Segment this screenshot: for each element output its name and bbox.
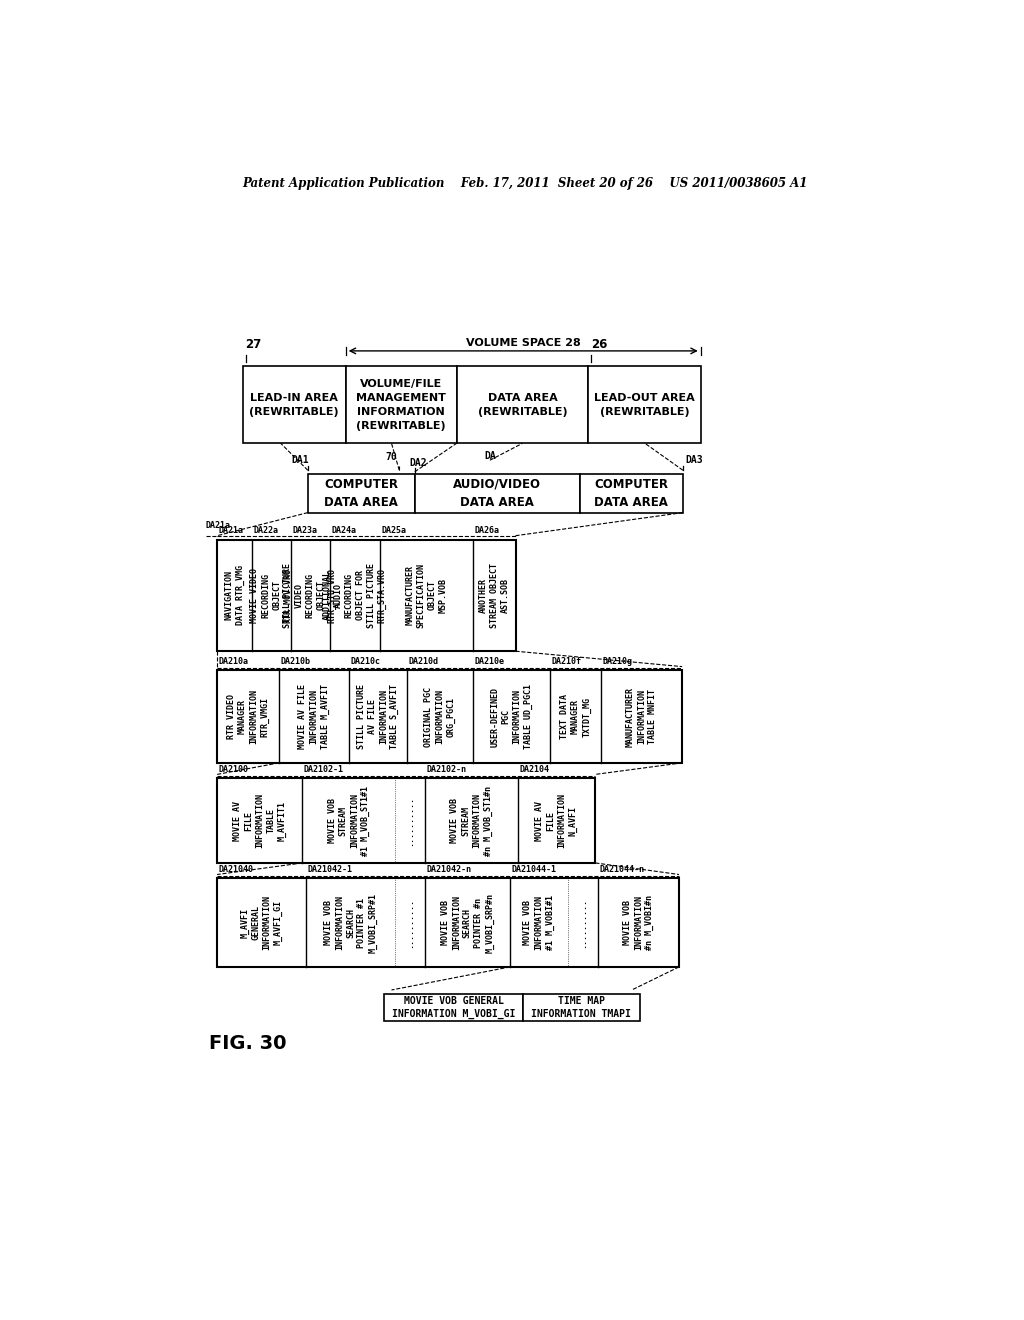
Text: AUDIO/VIDEO
DATA AREA: AUDIO/VIDEO DATA AREA <box>454 478 542 508</box>
Text: LEAD-IN AREA
(REWRITABLE): LEAD-IN AREA (REWRITABLE) <box>250 393 339 417</box>
Bar <box>217 540 515 651</box>
Text: ORIGINAL PGC
INFORMATION
ORG_PGC1: ORIGINAL PGC INFORMATION ORG_PGC1 <box>424 686 456 747</box>
Text: DA210a: DA210a <box>219 657 249 665</box>
Text: DA2104: DA2104 <box>519 764 549 774</box>
Bar <box>457 367 589 444</box>
Text: ..........: .......... <box>406 898 415 948</box>
Text: NAVIGATION
DATA RTR_VMG: NAVIGATION DATA RTR_VMG <box>224 565 245 626</box>
Bar <box>523 994 640 1020</box>
Text: DA21044-n: DA21044-n <box>599 865 644 874</box>
Text: DA21042-1: DA21042-1 <box>308 865 353 874</box>
Text: 70: 70 <box>386 453 397 462</box>
Text: MOVIE VIDEO
RECORDING
OBJECT
RTR_MOV.VRO: MOVIE VIDEO RECORDING OBJECT RTR_MOV.VRO <box>250 568 293 623</box>
Text: LEAD-OUT AREA
(REWRITABLE): LEAD-OUT AREA (REWRITABLE) <box>594 393 695 417</box>
Bar <box>580 474 683 512</box>
Bar <box>346 367 457 444</box>
Text: MOVIE VOB
INFORMATION
SEARCH
POINTER #n
M_VOBI_SRP#n: MOVIE VOB INFORMATION SEARCH POINTER #n … <box>440 892 495 953</box>
Text: DA1: DA1 <box>291 455 309 465</box>
Bar <box>589 367 700 444</box>
Text: DA210e: DA210e <box>474 657 505 665</box>
Text: DA26a: DA26a <box>474 525 500 535</box>
Text: 27: 27 <box>246 338 262 351</box>
Text: ADDITIONAL
AUDIO
RECORDING
OBJECT FOR
STILL PICTURE
RTR_STA.VRO: ADDITIONAL AUDIO RECORDING OBJECT FOR ST… <box>323 562 387 628</box>
Text: DA21042-n: DA21042-n <box>426 865 471 874</box>
Text: DA25a: DA25a <box>381 525 407 535</box>
Text: DA24a: DA24a <box>331 525 356 535</box>
Text: DATA AREA
(REWRITABLE): DATA AREA (REWRITABLE) <box>477 393 567 417</box>
Text: MOVIE AV
FILE
INFORMATION
N_AVFI: MOVIE AV FILE INFORMATION N_AVFI <box>536 793 578 849</box>
Text: COMPUTER
DATA AREA: COMPUTER DATA AREA <box>594 478 669 508</box>
Bar <box>217 779 595 863</box>
Text: MOVIE VOB
STREAM
INFORMATION
#n M_VOB_ST1#n: MOVIE VOB STREAM INFORMATION #n M_VOB_ST… <box>451 785 493 855</box>
Text: USER-DEFINED
PGC
INFORMATION
TABLE UD_PGC1: USER-DEFINED PGC INFORMATION TABLE UD_PG… <box>490 684 532 750</box>
Text: 26: 26 <box>591 338 607 351</box>
Text: DA210f: DA210f <box>552 657 582 665</box>
Text: RTR VIDEO
MANAGER
INFORMATION
RTR_VMGI: RTR VIDEO MANAGER INFORMATION RTR_VMGI <box>227 689 269 744</box>
Bar <box>217 671 682 763</box>
Text: DA210g: DA210g <box>602 657 632 665</box>
Bar <box>217 878 679 966</box>
Text: DA210d: DA210d <box>409 657 438 665</box>
Text: STILL PICTURE
VIDEO
RECORDING
OBJECT
RTR_STO.VRO: STILL PICTURE VIDEO RECORDING OBJECT RTR… <box>284 562 337 628</box>
Text: MOVIE VOB
STREAM
INFORMATION
#1 M_VOB_ST1#1: MOVIE VOB STREAM INFORMATION #1 M_VOB_ST… <box>328 785 370 855</box>
Bar <box>384 994 523 1020</box>
Text: DA21040: DA21040 <box>219 865 254 874</box>
Text: DA3: DA3 <box>685 455 702 465</box>
Bar <box>308 474 415 512</box>
Bar <box>415 474 580 512</box>
Text: VOLUME SPACE 28: VOLUME SPACE 28 <box>466 338 581 348</box>
Text: MOVIE VOB
INFORMATION
SEARCH
POINTER #1
M_VOBI_SRP#1: MOVIE VOB INFORMATION SEARCH POINTER #1 … <box>324 892 378 953</box>
Text: MOVIE AV
FILE
INFORMATION
TABLE
M_AVFIT1: MOVIE AV FILE INFORMATION TABLE M_AVFIT1 <box>233 793 287 849</box>
Text: TIME MAP
INFORMATION TMAPI: TIME MAP INFORMATION TMAPI <box>531 997 632 1019</box>
Text: DA2100: DA2100 <box>219 764 249 774</box>
Text: MANUFACTURER
INFORMATION
TABLE MNFIT: MANUFACTURER INFORMATION TABLE MNFIT <box>626 686 657 747</box>
Text: Patent Application Publication    Feb. 17, 2011  Sheet 20 of 26    US 2011/00386: Patent Application Publication Feb. 17, … <box>242 177 808 190</box>
Text: DA21a: DA21a <box>206 521 230 531</box>
Text: DA: DA <box>484 450 496 461</box>
Text: STILL PICTURE
AV FILE
INFORMATION
TABLE S_AVFIT: STILL PICTURE AV FILE INFORMATION TABLE … <box>356 684 399 750</box>
Bar <box>243 367 346 444</box>
Text: DA210b: DA210b <box>281 657 310 665</box>
Text: DA22a: DA22a <box>254 525 279 535</box>
Text: MANUFACTURER
SPECIFICATION
OBJECT
MSP.VOB: MANUFACTURER SPECIFICATION OBJECT MSP.VO… <box>406 562 447 628</box>
Text: DA23a: DA23a <box>292 525 317 535</box>
Text: MOVIE AV FILE
INFORMATION
TABLE M_AVFIT: MOVIE AV FILE INFORMATION TABLE M_AVFIT <box>298 684 330 750</box>
Text: MOVIE VOB
INFORMATION
#n M_VOBI#n: MOVIE VOB INFORMATION #n M_VOBI#n <box>623 895 654 950</box>
Text: DA210c: DA210c <box>350 657 381 665</box>
Text: TEXT DATA
MANAGER
TXTDT_MG: TEXT DATA MANAGER TXTDT_MG <box>560 694 591 739</box>
Text: VOLUME/FILE
MANAGEMENT
INFORMATION
(REWRITABLE): VOLUME/FILE MANAGEMENT INFORMATION (REWR… <box>356 379 446 430</box>
Text: COMPUTER
DATA AREA: COMPUTER DATA AREA <box>325 478 398 508</box>
Text: DA2102-n: DA2102-n <box>426 764 466 774</box>
Text: DA2102-1: DA2102-1 <box>304 764 344 774</box>
Text: M_AVFI
GENERAL
INFORMATION
M_AVFI_GI: M_AVFI GENERAL INFORMATION M_AVFI_GI <box>241 895 283 950</box>
Text: MOVIE VOB
INFORMATION
#1 M_VOBI#1: MOVIE VOB INFORMATION #1 M_VOBI#1 <box>523 895 555 950</box>
Text: MOVIE VOB GENERAL
INFORMATION M_VOBI_GI: MOVIE VOB GENERAL INFORMATION M_VOBI_GI <box>392 997 515 1019</box>
Text: DA21a: DA21a <box>219 525 244 535</box>
Text: ..........: .......... <box>579 898 588 948</box>
Text: FIG. 30: FIG. 30 <box>209 1035 287 1053</box>
Text: ANOTHER
STREAM OBJECT
AST.SOB: ANOTHER STREAM OBJECT AST.SOB <box>478 562 510 628</box>
Text: ..........: .......... <box>406 796 415 846</box>
Text: DA21044-1: DA21044-1 <box>512 865 557 874</box>
Text: DA2: DA2 <box>410 458 427 469</box>
